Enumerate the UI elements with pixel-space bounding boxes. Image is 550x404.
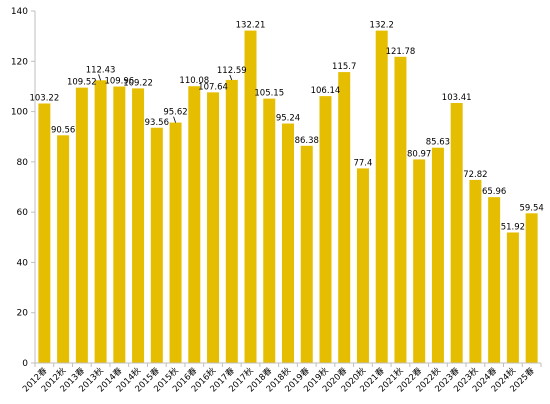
data-label: 85.63 bbox=[426, 138, 450, 148]
bar bbox=[207, 92, 219, 363]
data-label: 132.2 bbox=[370, 21, 394, 31]
data-label: 112.43 bbox=[86, 65, 116, 75]
y-tick-label: 0 bbox=[22, 359, 28, 369]
data-label: 107.64 bbox=[198, 82, 228, 92]
bar bbox=[507, 232, 519, 363]
data-label: 51.92 bbox=[501, 222, 525, 232]
data-label: 105.15 bbox=[254, 89, 284, 99]
bar bbox=[488, 197, 500, 363]
data-label: 95.24 bbox=[276, 114, 300, 124]
data-label: 77.4 bbox=[353, 158, 372, 168]
bar bbox=[76, 88, 88, 363]
bar bbox=[245, 31, 257, 363]
bar bbox=[357, 168, 369, 363]
data-label: 106.14 bbox=[311, 86, 341, 96]
y-tick-label: 120 bbox=[11, 57, 28, 67]
data-label: 95.62 bbox=[163, 108, 187, 118]
bar bbox=[188, 86, 200, 363]
bar bbox=[469, 180, 481, 363]
bar bbox=[526, 213, 538, 363]
bar bbox=[151, 128, 163, 363]
y-tick-label: 100 bbox=[11, 108, 28, 118]
data-label: 59.54 bbox=[519, 203, 543, 213]
bar bbox=[394, 57, 406, 363]
data-label: 109.52 bbox=[67, 78, 97, 88]
bar bbox=[376, 31, 388, 363]
bar bbox=[338, 72, 350, 363]
bar bbox=[301, 146, 313, 363]
data-label: 112.59 bbox=[217, 66, 247, 76]
data-label: 103.41 bbox=[442, 93, 472, 103]
data-label: 86.38 bbox=[295, 136, 319, 146]
bar bbox=[132, 88, 144, 363]
data-label: 72.82 bbox=[463, 170, 487, 180]
bar bbox=[113, 87, 125, 363]
bar bbox=[451, 103, 463, 363]
y-tick-label: 20 bbox=[17, 309, 29, 319]
bar bbox=[226, 80, 238, 363]
bar bbox=[319, 96, 331, 363]
bar bbox=[170, 123, 182, 363]
bar bbox=[432, 148, 444, 363]
y-tick-label: 140 bbox=[11, 7, 28, 17]
bar bbox=[38, 103, 50, 363]
y-tick-label: 40 bbox=[17, 258, 29, 268]
data-label: 90.56 bbox=[51, 125, 75, 135]
x-axis: 2012春2012秋2013春2013秋2014春2014秋2015春2015秋… bbox=[20, 363, 541, 394]
data-label: 132.21 bbox=[236, 21, 266, 31]
data-label: 80.97 bbox=[407, 149, 431, 159]
bar bbox=[57, 135, 69, 363]
data-label: 65.96 bbox=[482, 187, 506, 197]
y-tick-label: 80 bbox=[17, 158, 29, 168]
y-tick-label: 60 bbox=[17, 208, 29, 218]
y-axis: 0 20 40 60 80 100 120 140 bbox=[11, 7, 35, 369]
bar bbox=[413, 159, 425, 363]
data-label: 121.78 bbox=[386, 47, 416, 57]
bar bbox=[263, 99, 275, 363]
data-label: 103.22 bbox=[29, 93, 59, 103]
bar bbox=[282, 124, 294, 363]
data-label: 93.56 bbox=[145, 118, 169, 128]
data-label: 115.7 bbox=[332, 62, 356, 72]
data-label: 109.22 bbox=[123, 78, 153, 88]
bar bbox=[95, 80, 107, 363]
